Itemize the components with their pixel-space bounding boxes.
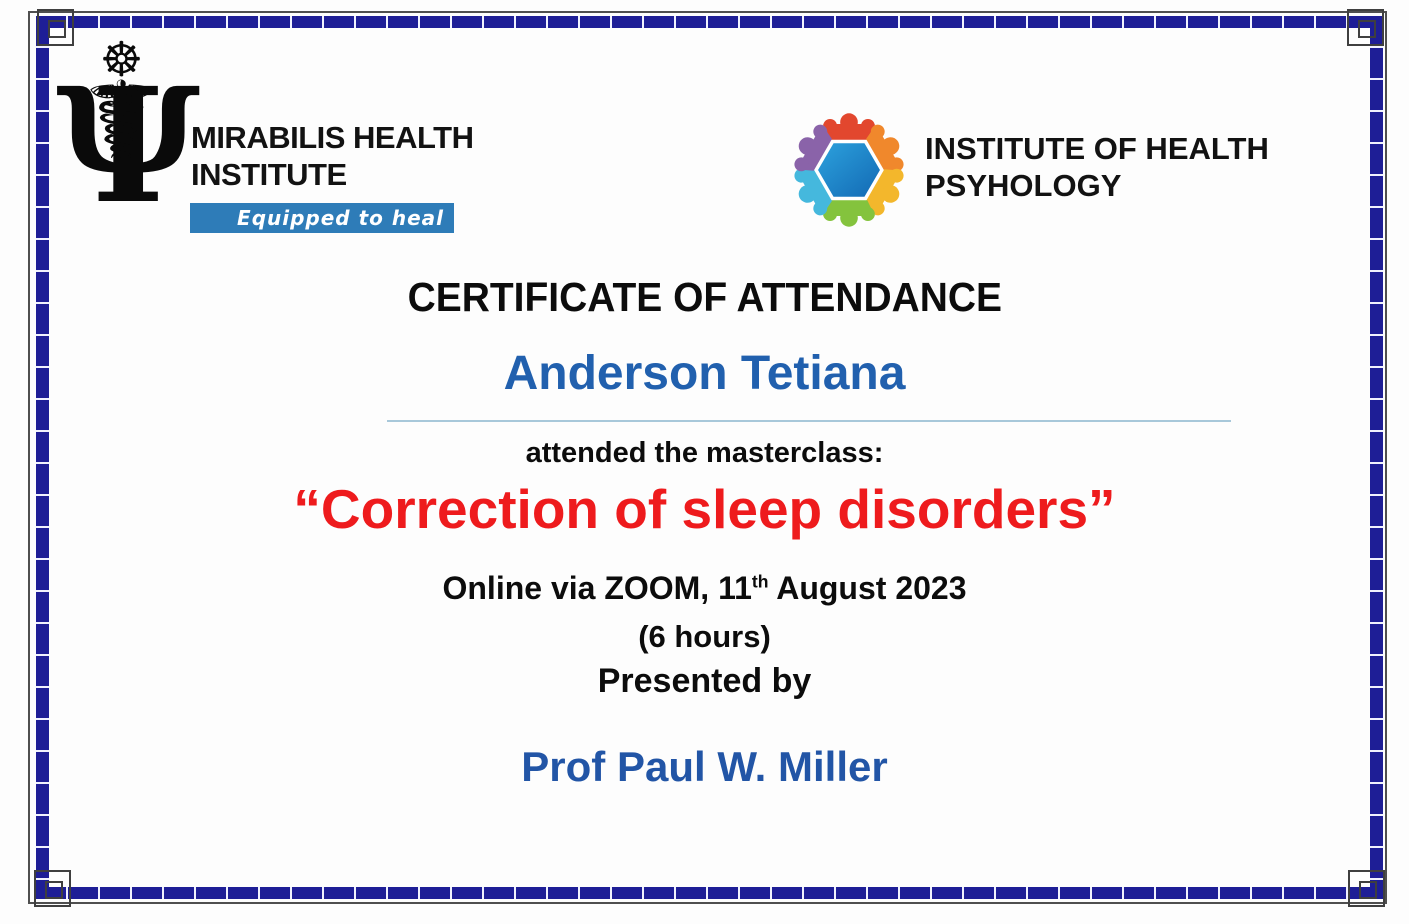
presented-by-label: Presented by xyxy=(597,662,812,700)
session-suffix: August 2023 xyxy=(768,570,967,606)
logo-hexagon xyxy=(814,140,884,200)
health-psychology-logo-icon xyxy=(794,113,904,227)
wheel-icon: ☸ xyxy=(100,32,144,88)
session-prefix: Online via ZOOM, 11 xyxy=(442,570,752,606)
border-band-bottom xyxy=(36,887,1383,899)
mirabilis-logo: ☸ Ψ ☤ xyxy=(56,36,208,242)
health-psychology-name-line1: INSTITUTE OF HEALTH xyxy=(925,131,1269,166)
mirabilis-name-line1: MIRABILIS HEALTH xyxy=(191,120,474,155)
logo-segment-purple xyxy=(794,124,832,172)
certificate-title: CERTIFICATE OF ATTENDANCE xyxy=(0,274,1409,321)
logo-segment-cyan xyxy=(794,168,832,216)
corner-ornament-bottom-right xyxy=(1348,870,1385,907)
session-ordinal: th xyxy=(751,571,769,592)
logo-segment-green xyxy=(823,200,875,227)
health-psychology-name: INSTITUTE OF HEALTH PSYHOLOGY xyxy=(925,130,1269,204)
corner-ornament-top-right xyxy=(1347,9,1384,46)
logo-segment-red xyxy=(823,113,875,140)
caduceus-icon: ☤ xyxy=(85,59,158,184)
course-title: “Correction of sleep disorders” xyxy=(293,478,1116,540)
mirabilis-name: MIRABILIS HEALTH INSTITUTE xyxy=(191,119,474,193)
border-band-left xyxy=(36,16,49,899)
border-band-top xyxy=(36,16,1383,28)
logo-segment-orange xyxy=(866,124,904,172)
health-psychology-name-line2: PSYHOLOGY xyxy=(925,168,1122,203)
recipient-name: Anderson Tetiana xyxy=(503,347,906,400)
mirabilis-name-line2: INSTITUTE xyxy=(191,157,347,192)
border-band-right xyxy=(1370,16,1383,899)
presenter-name: Prof Paul W. Miller xyxy=(521,743,888,790)
corner-ornament-bottom-left xyxy=(34,870,71,907)
logo-segment-yellow xyxy=(866,168,904,216)
mirabilis-tagline-banner: Equipped to heal xyxy=(190,203,454,233)
attended-line: attended the masterclass: xyxy=(525,437,884,469)
recipient-underline xyxy=(387,420,1231,422)
psi-symbol-icon: Ψ xyxy=(56,54,201,239)
session-line: Online via ZOOM, 11th August 2023 xyxy=(0,570,1409,607)
certificate-title-text: CERTIFICATE OF ATTENDANCE xyxy=(407,274,1002,320)
corner-ornament-top-left xyxy=(37,9,74,46)
duration-line: (6 hours) xyxy=(638,619,771,654)
